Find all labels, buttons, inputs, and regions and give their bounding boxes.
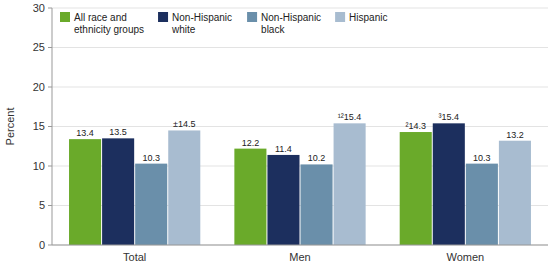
y-tick-label: 5 (39, 199, 45, 211)
legend-swatch (158, 12, 168, 22)
legend-label-line: Non-Hispanic (172, 12, 232, 23)
legend-swatch (247, 12, 257, 22)
bar (267, 155, 299, 245)
data-label: ²14.3 (405, 121, 426, 131)
y-tick (48, 245, 52, 246)
bar (499, 141, 531, 245)
data-label: ±14.5 (173, 119, 195, 129)
y-tick-label: 30 (33, 2, 45, 14)
grid-line (52, 245, 548, 246)
y-tick-label: 15 (33, 120, 45, 132)
bar (234, 149, 266, 245)
bar (433, 123, 465, 245)
y-tick (48, 8, 52, 9)
legend-label-line: Hispanic (349, 12, 387, 23)
y-tick-label: 25 (33, 41, 45, 53)
data-label: 13.5 (109, 127, 127, 137)
bar (466, 164, 498, 245)
legend-label: All race andethnicity groups (74, 12, 144, 35)
data-label: ¹²15.4 (338, 112, 362, 122)
legend-label-line: ethnicity groups (74, 24, 144, 35)
y-tick (48, 205, 52, 206)
x-axis (52, 245, 548, 246)
grid-line (52, 87, 548, 88)
data-label: ³15.4 (439, 112, 460, 122)
y-tick-label: 10 (33, 160, 45, 172)
y-tick (48, 47, 52, 48)
data-label: 13.2 (506, 130, 524, 140)
legend: All race andethnicity groups Non-Hispanic… (60, 12, 387, 35)
bars (69, 123, 531, 245)
legend-label-line: All race and (74, 12, 127, 23)
bar (400, 132, 432, 245)
chart: 0 5 10 15 20 25 30 Percent 13.4 12.2 ²14.3 13.5 11.4… (0, 0, 560, 271)
legend-swatch (335, 12, 345, 22)
bar (102, 138, 134, 245)
legend-label: Hispanic (349, 12, 387, 23)
bar (301, 164, 333, 245)
data-label: 10.2 (308, 153, 326, 163)
x-tick-label: Total (123, 251, 146, 263)
bar (69, 139, 101, 245)
legend-swatch (60, 12, 70, 22)
data-label: 13.4 (76, 128, 94, 138)
y-axis (52, 8, 53, 245)
legend-label-line: Non-Hispanic (261, 12, 321, 23)
y-tick (48, 87, 52, 88)
bar (168, 130, 200, 245)
x-tick-label: Men (289, 251, 310, 263)
data-label: 10.3 (142, 153, 160, 163)
y-tick-label: 20 (33, 81, 45, 93)
bar (135, 164, 167, 245)
data-label: 10.3 (473, 153, 491, 163)
legend-label: Non-Hispanicwhite (171, 12, 232, 35)
data-label: 11.4 (275, 144, 292, 154)
x-tick-label: Women (446, 251, 484, 263)
grid-line (52, 47, 548, 48)
y-tick-label: 0 (39, 239, 45, 251)
data-label: 12.2 (242, 138, 260, 148)
legend-label-line: black (261, 24, 285, 35)
bar (334, 123, 366, 245)
y-tick (48, 166, 52, 167)
y-tick (48, 126, 52, 127)
y-axis-label: Percent (4, 108, 16, 146)
legend-label-line: white (171, 24, 196, 35)
legend-label: Non-Hispanicblack (261, 12, 321, 35)
grid-line (52, 8, 548, 9)
